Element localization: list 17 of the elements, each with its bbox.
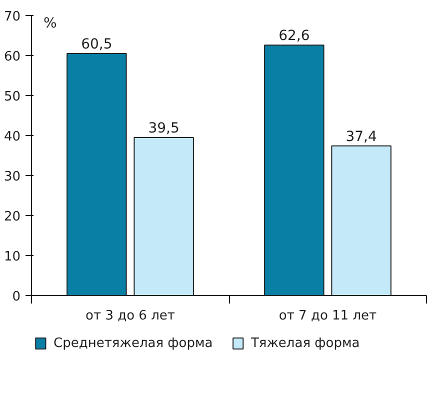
y-tick-label: 50 — [4, 90, 21, 104]
y-tick-label: 20 — [4, 210, 21, 224]
y-tick-label: 0 — [12, 290, 21, 304]
y-axis-title: % — [44, 16, 57, 32]
x-tick-label: от 3 до 6 лет — [86, 308, 176, 324]
y-tick-label: 60 — [4, 50, 21, 64]
legend-label: Среднетяжелая форма — [54, 336, 213, 351]
data-label: 39,5 — [148, 120, 180, 136]
legend-label: Тяжелая форма — [250, 336, 360, 351]
data-label: 60,5 — [81, 36, 112, 52]
x-tick-label: от 7 до 11 лет — [278, 308, 378, 324]
data-label: 62,6 — [278, 28, 310, 44]
y-tick-label: 10 — [4, 250, 21, 264]
y-tick-label: 70 — [4, 10, 21, 24]
y-tick-label: 40 — [4, 130, 21, 144]
data-label: 37,4 — [346, 128, 378, 145]
y-tick-label: 30 — [4, 170, 21, 184]
